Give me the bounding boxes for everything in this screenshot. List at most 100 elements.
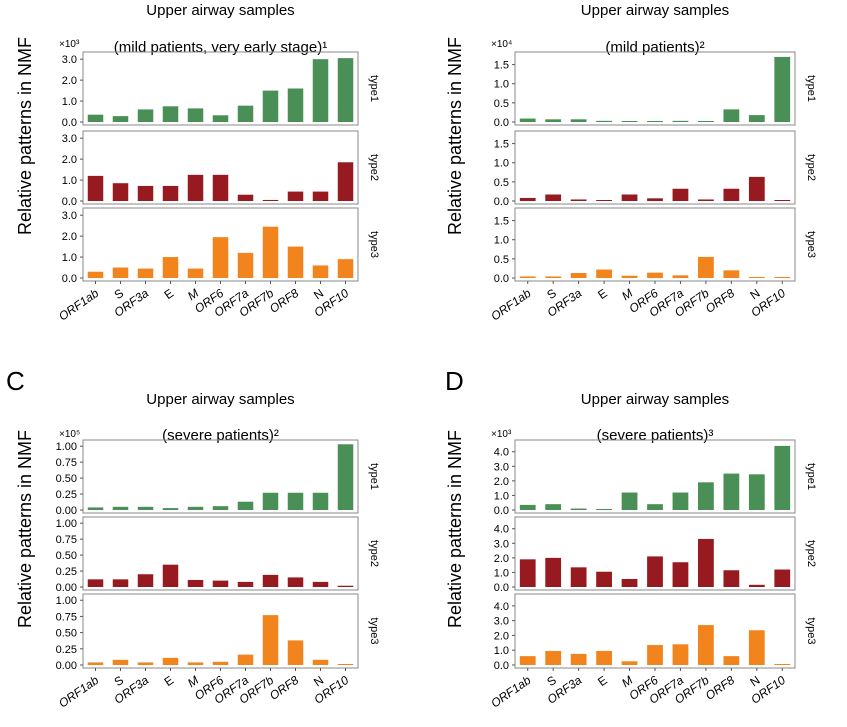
y-tick-label: 0.0: [494, 273, 509, 285]
bar-type3-E: [596, 269, 612, 278]
bar-type1-ORF8: [723, 109, 740, 122]
subplot-frame: [82, 51, 359, 126]
bar-type3-ORF10: [337, 664, 354, 665]
bar-type2-ORF6: [212, 174, 229, 201]
bar-type3-ORF8: [287, 640, 304, 665]
bar-type2-ORF1ab: [87, 175, 104, 201]
subplot-frame: [82, 593, 359, 669]
series-type3: 0.0 1.0 2.0 3.0 type3: [62, 207, 380, 285]
series-label: type1: [805, 75, 817, 102]
series-label: type3: [368, 618, 380, 645]
bar-type3-ORF10: [774, 664, 791, 665]
subplot-frame: [514, 130, 796, 205]
bar-type2-N: [312, 191, 329, 201]
y-tick-label: 0.00: [56, 582, 77, 594]
bar-type1-E: [162, 106, 179, 122]
bar-type1-S: [112, 116, 129, 122]
chart-panel-2: Upper airway samples (mild patients)² Rela…: [445, 2, 817, 323]
y-tick-label: 1.0: [494, 490, 509, 502]
bar-type2-M: [187, 579, 204, 587]
y-tick-label: 0.5: [494, 254, 509, 266]
y-tick-label: 0.5: [494, 177, 509, 189]
bar-type3-M: [187, 662, 204, 665]
y-tick-label: 1.00: [56, 595, 77, 607]
y-tick-label: 3.0: [62, 210, 77, 222]
bar-type3-ORF7a: [672, 644, 689, 665]
y-tick-label: 1.0: [494, 79, 509, 91]
bar-type3-ORF6: [212, 237, 229, 278]
bar-type1-ORF8: [287, 492, 304, 510]
bar-type1-M: [187, 108, 204, 122]
series-type2: 0.0 0.5 1.0 1.5 type2: [494, 130, 817, 208]
bar-type3-ORF8: [723, 270, 740, 278]
bar-type1-ORF10: [774, 56, 791, 122]
series-type3: 0.00 0.25 0.50 0.75 1.00 type3: [56, 593, 380, 672]
y-tick-label: 1.5: [494, 139, 509, 151]
bar-type3-ORF7a: [237, 654, 254, 665]
y-tick-label: 1.5: [494, 216, 509, 228]
bar-type2-ORF8: [723, 570, 740, 587]
bar-type2-ORF6: [647, 198, 663, 201]
bar-type1-ORF6: [212, 115, 229, 122]
bar-type1-ORF7a: [672, 120, 689, 122]
y-tick-label: 0.0: [62, 196, 77, 208]
chart-panel-4: D Upper airway samples (severe patients)³ R…: [445, 366, 817, 710]
bar-type2-N: [312, 581, 329, 587]
bar-type2-S: [112, 579, 129, 587]
bar-type2-ORF10: [774, 569, 791, 587]
series-type3: 0.0 0.5 1.0 1.5 type3: [494, 207, 817, 285]
bar-type2-ORF7b: [262, 574, 279, 587]
y-tick-label: 0.25: [56, 644, 77, 656]
bar-type2-ORF7b: [698, 199, 714, 201]
y-tick-label: 0.25: [56, 566, 77, 578]
bar-type3-ORF7b: [262, 615, 279, 665]
bar-type3-ORF10: [337, 259, 354, 278]
y-tick-label: 1.0: [494, 645, 509, 657]
y-tick-label: 4.0: [494, 601, 509, 613]
series-label: type2: [368, 154, 380, 181]
chart-subtitle: (severe patients)²: [162, 427, 279, 444]
bar-type2-ORF10: [337, 162, 354, 201]
bar-type3-ORF7b: [698, 625, 714, 665]
x-tick-label: ORF1ab: [56, 286, 101, 324]
bar-type3-S: [545, 650, 562, 665]
bar-type3-S: [112, 659, 129, 665]
y-tick-label: 1.0: [62, 252, 77, 264]
series-label: type1: [368, 75, 380, 102]
bar-type1-ORF7a: [672, 492, 689, 510]
subplot-frame: [514, 51, 796, 126]
axis-multiplier: ×10³: [491, 429, 512, 440]
bar-type1-E: [596, 509, 612, 510]
bar-type3-N: [748, 630, 765, 665]
bar-type2-ORF1ab: [519, 559, 536, 587]
y-axis-label: Relative patterns in NMF: [445, 430, 465, 628]
bar-type2-ORF1ab: [87, 579, 104, 587]
y-tick-label: 3.0: [494, 461, 509, 473]
y-tick-label: 2.0: [62, 154, 77, 166]
bar-type2-E: [162, 185, 179, 201]
bar-type2-ORF7a: [672, 188, 689, 201]
y-tick-label: 0.50: [56, 628, 77, 640]
bar-type1-ORF7b: [262, 90, 279, 122]
y-tick-label: 0.0: [494, 505, 509, 517]
bar-type1-E: [596, 120, 612, 122]
y-tick-label: 1.0: [494, 158, 509, 170]
y-tick-label: 2.0: [62, 231, 77, 243]
bar-type2-ORF7a: [672, 562, 689, 587]
bar-type2-ORF3a: [137, 185, 154, 201]
panel-letter: C: [6, 366, 25, 396]
y-tick-label: 4.0: [494, 447, 509, 459]
bar-type1-ORF1ab: [87, 507, 104, 510]
axis-multiplier: ×10³: [59, 39, 80, 50]
bar-type3-ORF1ab: [519, 656, 536, 665]
bar-type3-N: [312, 659, 329, 665]
series-type3: 0.0 1.0 2.0 3.0 4.0 type3: [494, 593, 817, 672]
axis-multiplier: ×10⁵: [59, 429, 80, 440]
y-tick-label: 0.0: [494, 660, 509, 672]
series-type2: 0.00 0.25 0.50 0.75 1.00 type2: [56, 516, 380, 594]
series-label: type1: [368, 463, 380, 490]
x-tick-label: E: [162, 286, 177, 302]
subplot-frame: [82, 439, 359, 514]
bar-type1-S: [545, 119, 562, 122]
bar-type3-ORF6: [212, 661, 229, 665]
